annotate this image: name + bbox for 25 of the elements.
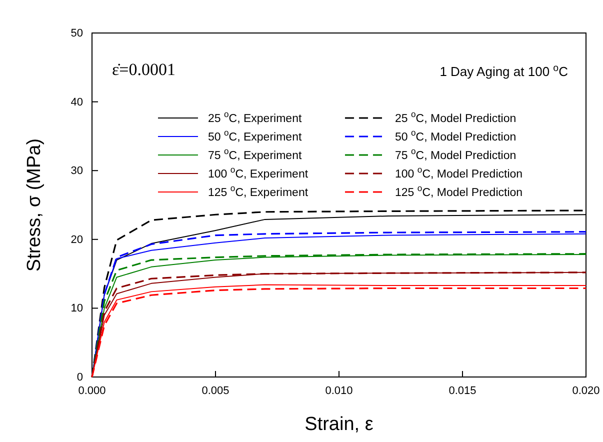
legend-label: 25 $^{o}$C, Model Prediction — [395, 109, 516, 125]
legend-label: 50 $^{o}$C, Model Prediction — [395, 128, 516, 144]
x-tick-label: 0.010 — [325, 384, 353, 397]
x-tick-label: 0.005 — [202, 384, 230, 397]
y-tick-label: 20 — [70, 234, 83, 246]
y-tick-label: 0 — [76, 372, 83, 384]
legend-label: 75 $^{o}$C, Model Prediction — [395, 146, 516, 162]
annotation: ε̇=0.0001 — [112, 60, 176, 79]
x-tick-label: 0.015 — [448, 384, 476, 397]
legend-label: 75 $^{o}$C, Experiment — [208, 146, 302, 162]
y-tick-label: 40 — [70, 96, 83, 108]
legend-label: 125 $^{o}$C, Experiment — [208, 183, 309, 199]
y-tick-label: 30 — [70, 165, 83, 178]
legend-label: 25 $^{o}$C, Experiment — [208, 109, 302, 125]
y-tick-label: 50 — [70, 28, 83, 40]
legend-label: 50 $^{o}$C, Experiment — [208, 128, 302, 144]
x-tick-label: 0.020 — [572, 384, 600, 397]
y-tick-label: 10 — [70, 302, 83, 315]
y-axis-title: Stress, σ (MPa) — [24, 138, 45, 272]
legend-label: 100 $^{o}$C, Experiment — [208, 164, 309, 180]
annotation: 1 Day Aging at 100 $^{o}$C — [440, 62, 568, 79]
x-tick-label: 0.000 — [78, 384, 106, 397]
legend-label: 125 $^{o}$C, Model Prediction — [395, 183, 523, 199]
legend-label: 100 $^{o}$C, Model Prediction — [395, 164, 523, 180]
x-axis-title: Strain, ε — [304, 414, 374, 435]
